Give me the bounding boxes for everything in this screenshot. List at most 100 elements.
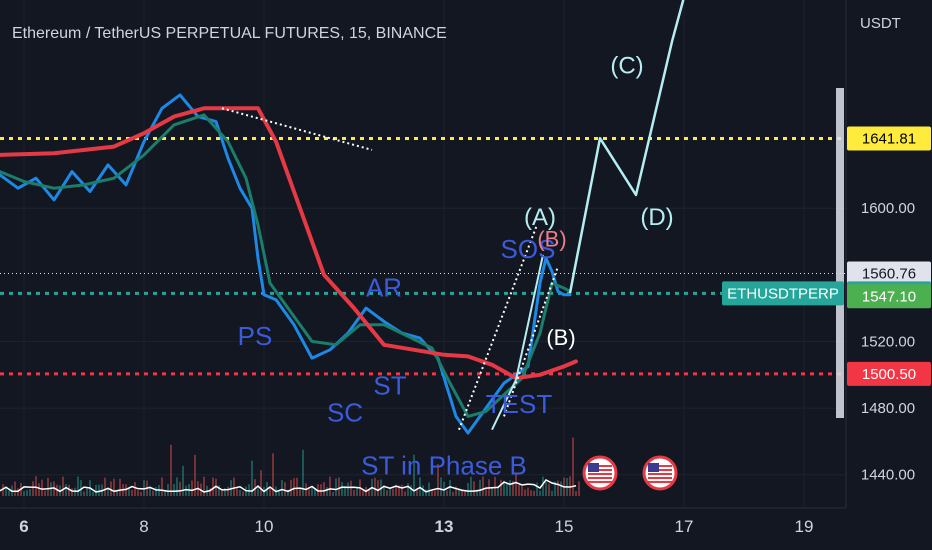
flag-stripe — [648, 477, 672, 479]
volume-bar — [482, 476, 484, 496]
projection-path — [568, 0, 685, 294]
volume-bar — [506, 483, 508, 496]
volume-bar — [2, 484, 4, 496]
volume-bar — [413, 454, 415, 496]
channel-line-upper — [503, 266, 559, 417]
volume-bar — [314, 488, 316, 496]
volume-bar — [491, 488, 493, 496]
channel-line-lower — [458, 224, 538, 431]
price-badge-label: 1560.76 — [862, 266, 916, 283]
volume-bar — [542, 476, 544, 496]
volume-bar — [269, 487, 271, 496]
volume-bar — [509, 479, 511, 496]
time-tick-label: 6 — [19, 517, 28, 536]
volume-bar — [65, 484, 67, 496]
volume-bar — [536, 482, 538, 496]
volume-bar — [347, 482, 349, 496]
volume-bar — [437, 463, 439, 496]
volume-bar — [227, 486, 229, 496]
annotation-label: SC — [327, 397, 363, 427]
volume-bar — [161, 477, 163, 496]
volume-bar — [446, 490, 448, 496]
volume-bar — [422, 485, 424, 496]
volume-bar — [83, 491, 85, 496]
volume-bar — [104, 477, 106, 496]
volume-bar — [527, 487, 529, 496]
volume-bar — [338, 477, 340, 496]
volume-bar — [44, 490, 46, 496]
price-series-line — [0, 93, 572, 435]
volume-bar — [47, 477, 49, 496]
volume-bar — [416, 488, 418, 496]
time-axis-panel[interactable] — [0, 508, 932, 550]
volume-bar — [218, 485, 220, 496]
volume-bar — [113, 478, 115, 496]
volume-bar — [383, 485, 385, 496]
volume-bar — [341, 482, 343, 496]
volume-bar — [23, 491, 25, 496]
volume-bar — [548, 483, 550, 496]
volume-bar — [431, 490, 433, 496]
flag-stripe — [588, 481, 612, 483]
volume-bar — [293, 478, 295, 496]
flag-stripe — [588, 469, 612, 471]
wave-projection — [568, 0, 685, 294]
volume-bar — [296, 477, 298, 496]
price-badge-bg — [847, 261, 931, 286]
price-tick-label: 1480.00 — [861, 400, 915, 417]
volume-bar — [251, 460, 253, 496]
volume-bar — [41, 479, 43, 496]
volume-bar — [92, 491, 94, 496]
price-axis-panel[interactable] — [846, 0, 932, 516]
volume-bar — [326, 487, 328, 496]
volume-bar — [116, 490, 118, 496]
volume-bar — [86, 488, 88, 496]
volume-bar — [272, 453, 274, 496]
volume-bar — [95, 484, 97, 496]
chart-title: Ethereum / TetherUS PERPETUAL FUTURES, 1… — [12, 25, 447, 42]
volume-bar — [356, 487, 358, 496]
volume-bar — [149, 486, 151, 496]
volume-bar — [26, 490, 28, 496]
time-tick-label: 15 — [555, 517, 574, 536]
price-tick-label: 1600.00 — [861, 200, 915, 217]
volume-bar — [203, 476, 205, 496]
time-tick-label: 8 — [139, 517, 148, 536]
volume-bar — [278, 490, 280, 496]
volume-bar — [401, 484, 403, 496]
volume-bar — [191, 480, 193, 496]
volume-bar — [170, 444, 172, 496]
time-tick-label: 13 — [435, 517, 454, 536]
symbol-badge-label: ETHUSDTPERP — [727, 285, 839, 302]
volume-bar — [512, 481, 514, 496]
volume-bar — [350, 480, 352, 496]
volume-bar — [560, 481, 562, 496]
annotation-label: PS — [238, 321, 273, 351]
price-badge: 1547.10 — [847, 284, 931, 309]
volume-bar — [194, 454, 196, 496]
volume-bar — [128, 488, 130, 496]
axis-scrollbar[interactable] — [836, 88, 844, 418]
event-flags — [582, 455, 678, 491]
volume-bar — [221, 490, 223, 496]
volume-bar — [545, 481, 547, 496]
volume-bar — [134, 482, 136, 496]
volume-bar — [323, 482, 325, 496]
volume-bar — [521, 486, 523, 496]
volume-bar — [497, 486, 499, 496]
volume-bar — [335, 478, 337, 496]
price-badge-label: 1641.81 — [862, 131, 916, 148]
volume-bar — [404, 491, 406, 496]
volume-bar — [434, 490, 436, 496]
volume-bar — [5, 488, 7, 496]
price-badge: 1641.81 — [847, 126, 931, 151]
volume-bar — [137, 490, 139, 496]
annotation-label: (D) — [640, 204, 673, 231]
volume-bar — [8, 490, 10, 496]
volume-bar — [302, 449, 304, 496]
volume-bar — [14, 481, 16, 496]
price-level-lines — [0, 137, 846, 376]
volume-bar — [173, 484, 175, 496]
